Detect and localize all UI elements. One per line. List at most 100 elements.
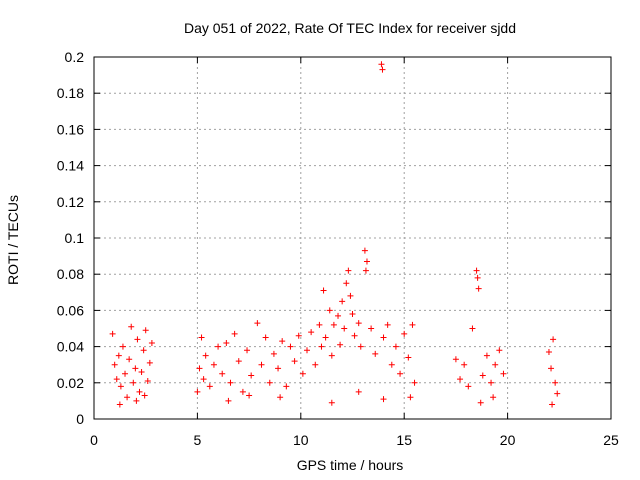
data-point (239, 388, 246, 395)
data-point (320, 287, 327, 294)
axis-ticks: 0 0.02 0.04 0.06 0.08 0.1 0.12 0.14 0.16 0.18 0.2 0… (57, 49, 619, 448)
data-point (351, 332, 358, 339)
data-point (126, 356, 133, 363)
data-point (275, 365, 282, 372)
data-point (457, 376, 464, 383)
data-point (287, 343, 294, 350)
data-point (405, 354, 412, 361)
y-tick-label: 0.16 (57, 121, 84, 137)
data-point (380, 334, 387, 341)
data-point (473, 267, 480, 274)
data-point (130, 379, 137, 386)
data-point (277, 394, 284, 401)
data-point (196, 365, 203, 372)
data-point (299, 370, 306, 377)
data-point (548, 365, 555, 372)
chart-title: Day 051 of 2022, Rate Of TEC Index for r… (184, 20, 516, 36)
data-point (343, 280, 350, 287)
data-point (244, 347, 251, 354)
data-point (401, 330, 408, 337)
data-point (488, 379, 495, 386)
data-point (148, 339, 155, 346)
data-point (345, 267, 352, 274)
data-point (122, 370, 129, 377)
data-point (210, 361, 217, 368)
data-point (138, 368, 145, 375)
y-tick-label: 0 (76, 411, 84, 427)
data-point (549, 401, 556, 408)
data-point (490, 394, 497, 401)
data-point (304, 347, 311, 354)
data-point (113, 376, 120, 383)
data-point (322, 334, 329, 341)
data-point (134, 336, 141, 343)
data-point (223, 339, 230, 346)
data-point (363, 258, 370, 265)
data-point (380, 396, 387, 403)
data-point (202, 352, 209, 359)
data-point (132, 365, 139, 372)
data-point (368, 325, 375, 332)
data-point (117, 383, 124, 390)
data-point (262, 334, 269, 341)
data-point (266, 379, 273, 386)
data-point (465, 383, 472, 390)
data-point (500, 370, 507, 377)
data-point (550, 336, 557, 343)
data-point (330, 321, 337, 328)
y-axis-label: ROTI / TECUs (5, 195, 21, 285)
y-tick-label: 0.06 (57, 302, 84, 318)
data-point (545, 349, 552, 356)
data-point (492, 361, 499, 368)
data-point (388, 361, 395, 368)
data-point (291, 358, 298, 365)
data-point (362, 267, 369, 274)
data-point (407, 394, 414, 401)
data-point (133, 397, 140, 404)
data-point (142, 327, 149, 334)
x-tick-label: 20 (500, 432, 516, 448)
data-point (328, 352, 335, 359)
data-point (479, 372, 486, 379)
data-point (475, 285, 482, 292)
data-point (227, 379, 234, 386)
y-tick-label: 0.1 (65, 230, 85, 246)
data-point (279, 338, 286, 345)
grid (94, 57, 611, 419)
data-point (219, 370, 226, 377)
data-point (384, 321, 391, 328)
plot-frame (93, 56, 612, 420)
data-point (248, 372, 255, 379)
data-point (326, 307, 333, 314)
data-point (198, 334, 205, 341)
y-tick-label: 0.2 (65, 49, 85, 65)
data-point (347, 292, 354, 299)
data-point (379, 66, 386, 73)
data-point (361, 247, 368, 254)
data-point (477, 399, 484, 406)
data-point (483, 352, 490, 359)
data-point (474, 274, 481, 281)
x-tick-label: 10 (293, 432, 309, 448)
data-point (357, 343, 364, 350)
data-point (552, 379, 559, 386)
data-point (111, 361, 118, 368)
data-point (231, 330, 238, 337)
data-point (141, 392, 148, 399)
data-point (339, 298, 346, 305)
data-point (372, 350, 379, 357)
data-point (115, 352, 122, 359)
data-point (355, 320, 362, 327)
data-point (469, 325, 476, 332)
data-point (254, 320, 261, 327)
data-point (128, 323, 135, 330)
y-tick-label: 0.04 (57, 339, 84, 355)
data-point (378, 61, 385, 68)
data-point (116, 401, 123, 408)
data-point (246, 392, 253, 399)
data-point (337, 341, 344, 348)
data-point (341, 325, 348, 332)
data-point (109, 330, 116, 337)
data-point (295, 332, 302, 339)
